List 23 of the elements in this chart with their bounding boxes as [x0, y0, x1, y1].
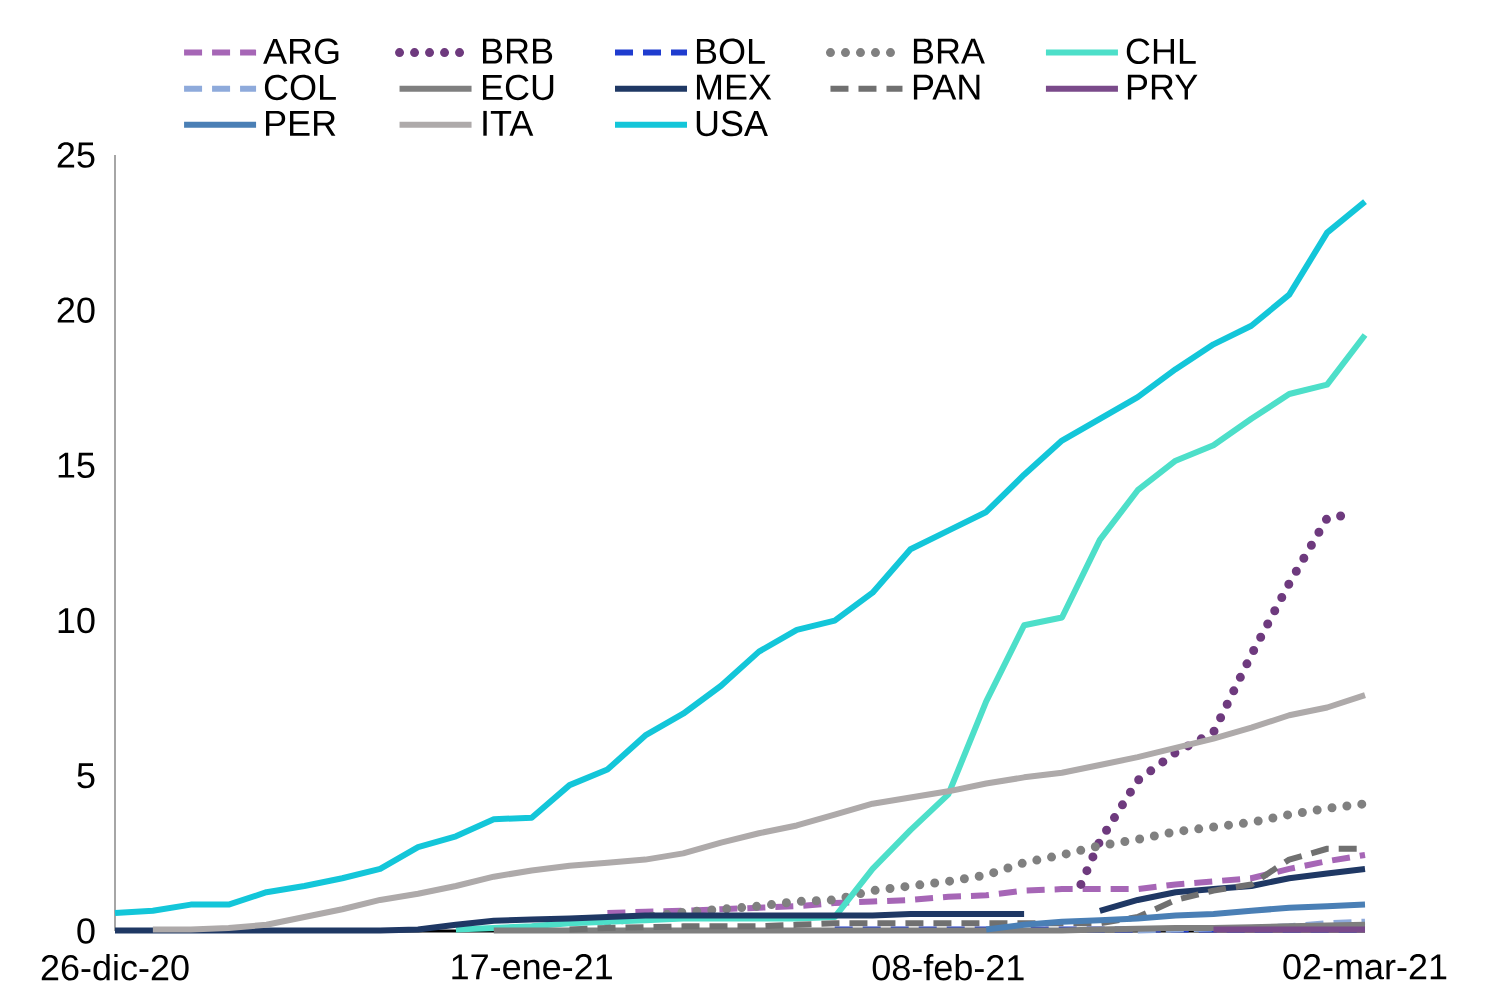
legend-label: BOL: [696, 38, 765, 65]
legend-label: COL: [264, 74, 336, 101]
y-tick-label: 20: [57, 297, 95, 323]
legend-label: ECU: [482, 74, 554, 101]
legend-label: BRB: [482, 38, 553, 64]
y-tick-label: 25: [57, 142, 95, 168]
y-tick-label: 5: [77, 763, 95, 789]
legend-label: USA: [696, 110, 768, 137]
legend-label: MEX: [696, 74, 772, 100]
legend-label: PRY: [1127, 74, 1198, 100]
legend-label: PAN: [913, 74, 980, 100]
x-tick-label: 26-dic-20: [41, 954, 189, 981]
y-tick-label: 15: [58, 452, 95, 478]
legend-label: CHL: [1126, 38, 1196, 65]
legend-label: PER: [266, 110, 336, 136]
legend-label: BRA: [913, 38, 985, 64]
x-tick-label: 08-feb-21: [872, 954, 1024, 981]
y-tick-label: 0: [77, 918, 95, 944]
x-tick-label: 17-ene-21: [452, 954, 612, 980]
legend-label: ARG: [263, 38, 339, 65]
y-tick-label: 10: [58, 607, 95, 634]
legend-label: ITA: [483, 110, 534, 136]
x-tick-label: 02-mar-21: [1283, 954, 1447, 980]
